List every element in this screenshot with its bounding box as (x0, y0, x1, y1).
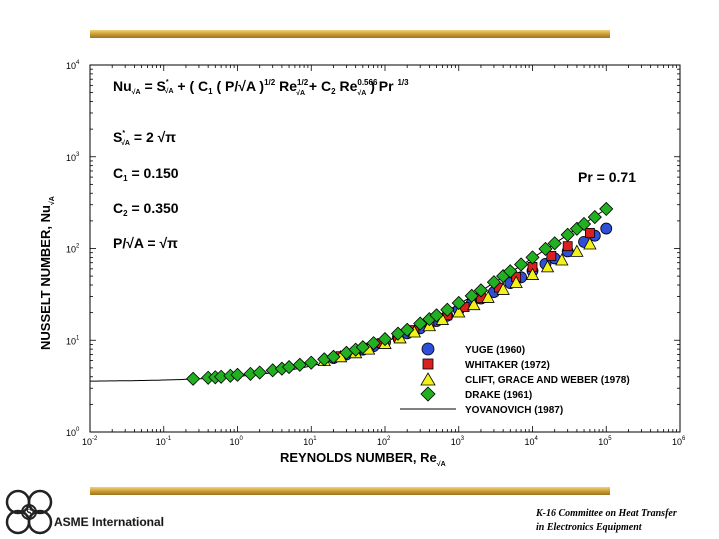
drake-data-point (560, 227, 575, 242)
drake-data-point (464, 288, 479, 303)
clift-data-point (525, 267, 540, 280)
legend-clift-label: CLIFT, GRACE AND WEBER (1978) (465, 375, 630, 386)
legend-whitaker-label: WHITAKER (1972) (465, 360, 550, 371)
y-tick-label: 103 (66, 152, 80, 163)
drake-data-point (547, 236, 562, 251)
x-axis-title: REYNOLDS NUMBER, Re√A (280, 450, 446, 468)
drake-data-point (514, 257, 529, 272)
clift-data-point (496, 282, 510, 295)
drake-data-point (576, 216, 592, 232)
legend-yuge-marker (421, 342, 435, 356)
legend-whitaker-marker (422, 358, 434, 370)
x-tick-label: 10-2 (82, 436, 98, 447)
y-tick-label: 104 (66, 60, 80, 71)
yuge-data-point (600, 222, 613, 235)
drake-data-point (366, 336, 381, 351)
clift-data-point (540, 260, 555, 273)
y-tick-label: 102 (66, 244, 80, 255)
clift-data-point (509, 275, 523, 288)
drake-data-point (230, 367, 245, 382)
svg-text:S: S (26, 508, 32, 519)
x-tick-label: 10-1 (156, 436, 172, 447)
clift-data-point (570, 244, 584, 257)
drake-data-point (355, 340, 370, 355)
clift-data-point (467, 297, 481, 311)
drake-data-point (503, 264, 518, 279)
bottom-gold-bar (90, 487, 610, 495)
credit-line-2: in Electronics Equipment (536, 522, 642, 533)
drake-data-point (587, 210, 602, 225)
y-axis-title: NUSSELT NUMBER, Nu√A (38, 196, 56, 350)
drake-data-point (473, 283, 489, 298)
drake-data-point (400, 322, 415, 337)
credit-line-1: K-16 Committee on Heat Transfer (536, 508, 677, 519)
y-tick-label: 100 (66, 427, 80, 438)
y-tick-label: 101 (66, 335, 80, 346)
legend-yuge-label: YUGE (1960) (465, 345, 525, 356)
drake-data-point (599, 201, 614, 216)
committee-credit: K-16 Committee on Heat Transfer in Elect… (536, 507, 677, 535)
legend-clift-marker (420, 372, 436, 386)
x-tick-label: 106 (672, 436, 686, 447)
param-s-star: S* √A = 2 √π (113, 129, 176, 147)
legend: YUGE (1960) WHITAKER (1972) CLIFT, GRACE… (400, 342, 630, 416)
drake-data-point (440, 302, 455, 317)
clift-data-point (452, 305, 466, 318)
drake-data-point (429, 308, 444, 323)
drake-data-point (292, 357, 307, 372)
x-tick-label: 102 (377, 436, 391, 447)
param-c2: C2 = 0.350 (113, 200, 179, 218)
whitaker-data-point (584, 227, 595, 238)
whitaker-data-point (562, 241, 573, 252)
drake-data-point (377, 332, 393, 347)
clift-data-point (481, 290, 495, 303)
x-tick-label: 101 (303, 436, 317, 447)
asme-org-name: ASME International (54, 515, 164, 529)
asme-emblem-icon (5, 489, 53, 535)
drake-data-point (525, 250, 540, 265)
drake-data-point (304, 355, 319, 370)
legend-yovanovich-label: YOVANOVICH (1987) (465, 405, 563, 416)
legend-drake-label: DRAKE (1961) (465, 390, 532, 401)
clift-data-point (555, 253, 569, 266)
drake-data-point (451, 295, 466, 311)
clift-data-point (583, 237, 597, 250)
drake-data-point (252, 365, 267, 380)
drake-data-point (413, 316, 428, 331)
equation-text: Nu√A = S* √A + ( C1 ( P/√A )1/2 Re1/2 √A +… (113, 78, 409, 97)
prandtl-annotation: Pr = 0.71 (578, 169, 636, 185)
asme-logo: S ASME International (5, 489, 164, 535)
drake-data-point (486, 275, 502, 290)
legend-drake-marker (420, 386, 436, 402)
drake-data-point (326, 349, 341, 364)
param-perimeter: P/√A = √π (113, 235, 178, 251)
x-tick-label: 105 (598, 436, 612, 447)
drake-data-point (186, 371, 201, 386)
x-tick-label: 103 (451, 436, 465, 447)
top-gold-bar (90, 30, 610, 38)
param-c1: C1 = 0.150 (113, 165, 179, 183)
drake-data-point (538, 241, 553, 256)
x-tick-label: 100 (230, 436, 244, 447)
whitaker-data-point (546, 251, 557, 261)
x-tick-label: 104 (525, 436, 539, 447)
